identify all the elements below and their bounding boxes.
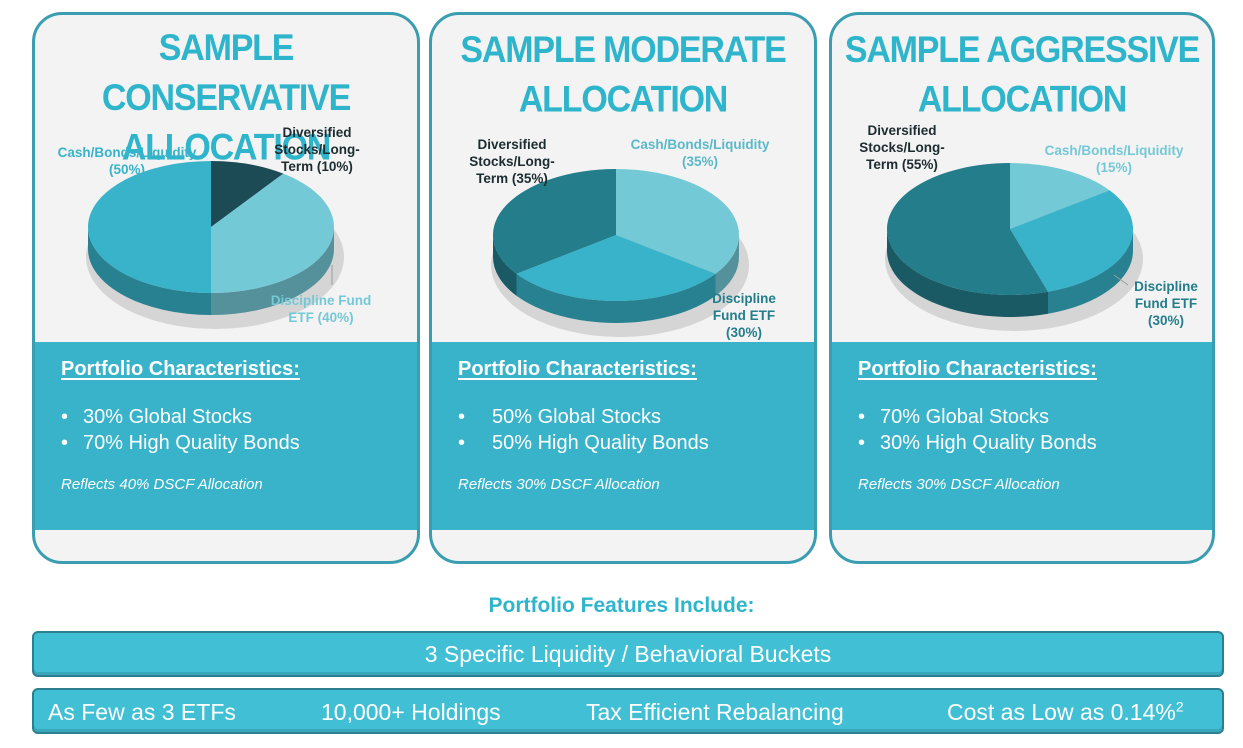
slice-label-line: Term (10%) [281,159,353,174]
moderate-pie-chart: Cash/Bonds/Liquidity (35%) Discipline Fund … [469,137,776,340]
slice-label-line: Discipline [1134,279,1198,294]
features-bar: As Few as 3 ETFs 10,000+ Holdings Tax Ef… [32,688,1224,734]
pie-slice [211,173,334,293]
slice-label-line: Term (35%) [476,171,548,186]
pie-slice [493,169,616,274]
card-title-line2: ALLOCATION [518,79,729,121]
slice-label: Discipline Fund ETF (40%) [271,293,372,325]
list-item: • 50% Global Stocks [458,406,661,428]
card-title-line1: SAMPLE CONSERVATIVE [101,27,351,119]
pie-slice-side [211,227,334,315]
characteristics-list: • 50% Global Stocks • 50% High Quality Bon… [458,404,709,456]
list-item: • 70% High Quality Bonds [61,432,300,454]
allocation-note: Reflects 30% DSCF Allocation [458,476,660,493]
slice-label-line: (50%) [109,162,145,177]
pie-slice [211,161,284,227]
pie-slice-side [516,273,716,323]
characteristics-heading: Portfolio Characteristics: [61,358,300,380]
bullet-text: 70% High Quality Bonds [83,432,300,454]
pie-slice-side [715,235,739,296]
characteristics-panel: Portfolio Characteristics: • 70% Global S… [832,342,1212,530]
feature-item: As Few as 3 ETFs [48,699,236,725]
slice-label-line: Stocks/Long- [469,154,555,169]
list-item: • 30% Global Stocks [61,406,252,428]
slice-label-line: Cash/Bonds/Liquidity [1045,143,1184,158]
bullet-text: 70% Global Stocks [880,406,1049,428]
slice-label-line: Fund ETF [713,308,775,323]
pie-slice-side [887,229,1049,317]
characteristics-panel: Portfolio Characteristics: • 50% Global S… [432,342,814,530]
card-title-line2: ALLOCATION [917,79,1128,121]
liquidity-buckets-bar: 3 Specific Liquidity / Behavioral Bucket… [32,631,1224,677]
bullet-text: 30% Global Stocks [83,406,252,428]
pie-slice-side [1048,229,1133,314]
aggressive-card: SAMPLE AGGRESSIVE ALLOCATION Cash/Bonds/… [829,12,1215,564]
slice-label: Discipline Fund ETF (30%) [712,291,776,340]
slice-label: Cash/Bonds/Liquidity (15%) [1045,143,1184,175]
slice-label-line: Diversified [867,123,936,138]
slice-label-line: (30%) [726,325,762,340]
conservative-pie-chart: Diversified Stocks/Long- Term (10%) Discipl… [58,125,372,329]
slice-label: Diversified Stocks/Long- Term (35%) [469,137,555,186]
card-title-line2: ALLOCATION [121,127,332,169]
allocation-note: Reflects 30% DSCF Allocation [858,476,1060,493]
features-heading: Portfolio Features Include: [488,594,755,617]
pie-slice [886,163,1049,295]
slice-label: Cash/Bonds/Liquidity (35%) [631,137,770,169]
slice-label-line: Fund ETF [1135,296,1197,311]
card-title: SAMPLE MODERATE ALLOCATION [432,25,814,124]
list-item: • 50% High Quality Bonds [458,432,709,454]
feature-item: 10,000+ Holdings [321,699,501,725]
card-title: SAMPLE AGGRESSIVE ALLOCATION [832,25,1212,124]
bullet-text: 30% High Quality Bonds [880,432,1097,454]
feature-item: Cost as Low as 0.14%2 [947,699,1184,726]
leader-line [1113,274,1129,286]
slice-label-line: Stocks/Long- [859,140,945,155]
footnote-mark: 2 [1175,698,1184,715]
slice-label-line: Diversified [282,125,351,140]
slice-label-line: Discipline [712,291,776,306]
characteristics-heading: Portfolio Characteristics: [458,358,697,380]
slice-label: Cash/Bonds/Liquidity (50%) [58,145,197,177]
pie-slice-side [493,235,517,296]
characteristics-list: • 30% Global Stocks • 70% High Quality Bon… [61,404,300,456]
slice-label-line: Term (55%) [866,157,938,172]
moderate-card: SAMPLE MODERATE ALLOCATION Cash/Bonds/Li… [429,12,817,564]
slice-label-line: Discipline Fund [271,293,372,308]
characteristics-panel: Portfolio Characteristics: • 30% Global S… [35,342,417,530]
slice-label-line: (15%) [1096,160,1132,175]
slice-label: Diversified Stocks/Long- Term (10%) [274,125,360,174]
pie-slice [516,235,716,301]
feature-item: Tax Efficient Rebalancing [586,699,844,725]
characteristics-list: • 70% Global Stocks • 30% High Quality Bon… [858,404,1097,456]
slice-label-line: Cash/Bonds/Liquidity [631,137,770,152]
aggressive-pie-chart: Cash/Bonds/Liquidity (15%) Discipline Fund … [859,123,1198,331]
characteristics-heading: Portfolio Characteristics: [858,358,1097,380]
slice-label-line: (35%) [682,154,718,169]
slice-label-line: (30%) [1148,313,1184,328]
allocation-note: Reflects 40% DSCF Allocation [61,476,263,493]
pie-slice [1010,163,1110,229]
feature-item-text: Cost as Low as 0.14% [947,699,1176,725]
card-title-line1: SAMPLE AGGRESSIVE [844,29,1201,71]
pie-slice [1010,190,1133,292]
conservative-card: SAMPLE CONSERVATIVE ALLOCATION Diversifi… [32,12,420,564]
bar-text: 3 Specific Liquidity / Behavioral Bucket… [424,640,832,667]
pie-slice-side [88,227,211,315]
card-title-line1: SAMPLE MODERATE [460,29,786,71]
bullet-text: 50% Global Stocks [492,406,661,428]
list-item: • 30% High Quality Bonds [858,432,1097,454]
slice-label-line: ETF (40%) [288,310,353,325]
list-item: • 70% Global Stocks [858,406,1049,428]
pie-slice [616,169,739,274]
slice-label-line: Diversified [477,137,546,152]
slice-label: Discipline Fund ETF (30%) [1134,279,1198,328]
slice-label-line: Stocks/Long- [274,142,360,157]
slice-label-line: Cash/Bonds/Liquidity [58,145,197,160]
pie-slice [88,161,211,293]
card-title: SAMPLE CONSERVATIVE ALLOCATION [35,23,417,172]
slice-label: Diversified Stocks/Long- Term (55%) [859,123,945,172]
bullet-text: 50% High Quality Bonds [492,432,709,454]
